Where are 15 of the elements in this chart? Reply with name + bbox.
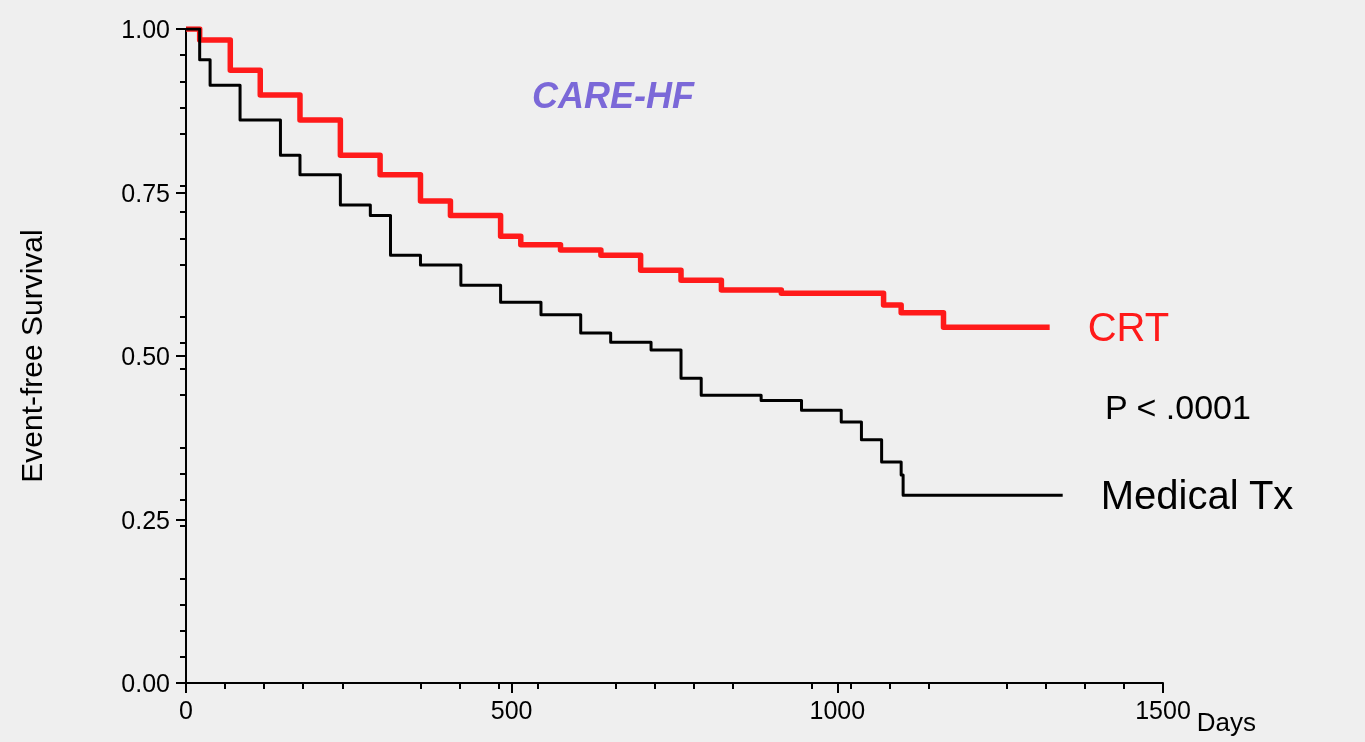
series-label: Medical Tx <box>1100 473 1294 518</box>
y-tick-label: 0.00 <box>121 669 170 697</box>
annotation: P < .0001 <box>1105 388 1251 426</box>
x-tick-label: 0 <box>179 695 193 724</box>
y-tick-label: 1.00 <box>121 15 170 43</box>
y-tick-label: 0.75 <box>121 178 170 207</box>
x-axis-title: Days <box>1196 707 1256 737</box>
series-label: CRT <box>1087 305 1170 350</box>
x-tick-label: 500 <box>490 695 533 724</box>
x-tick-label: 1500 <box>1135 695 1191 724</box>
y-tick-label: 0.25 <box>121 505 170 534</box>
text: CARE-HF <box>532 74 695 116</box>
x-tick-label: 1000 <box>809 695 866 724</box>
y-axis-title: Event-free Survival <box>14 229 48 483</box>
y-tick-label: 0.50 <box>121 342 170 370</box>
